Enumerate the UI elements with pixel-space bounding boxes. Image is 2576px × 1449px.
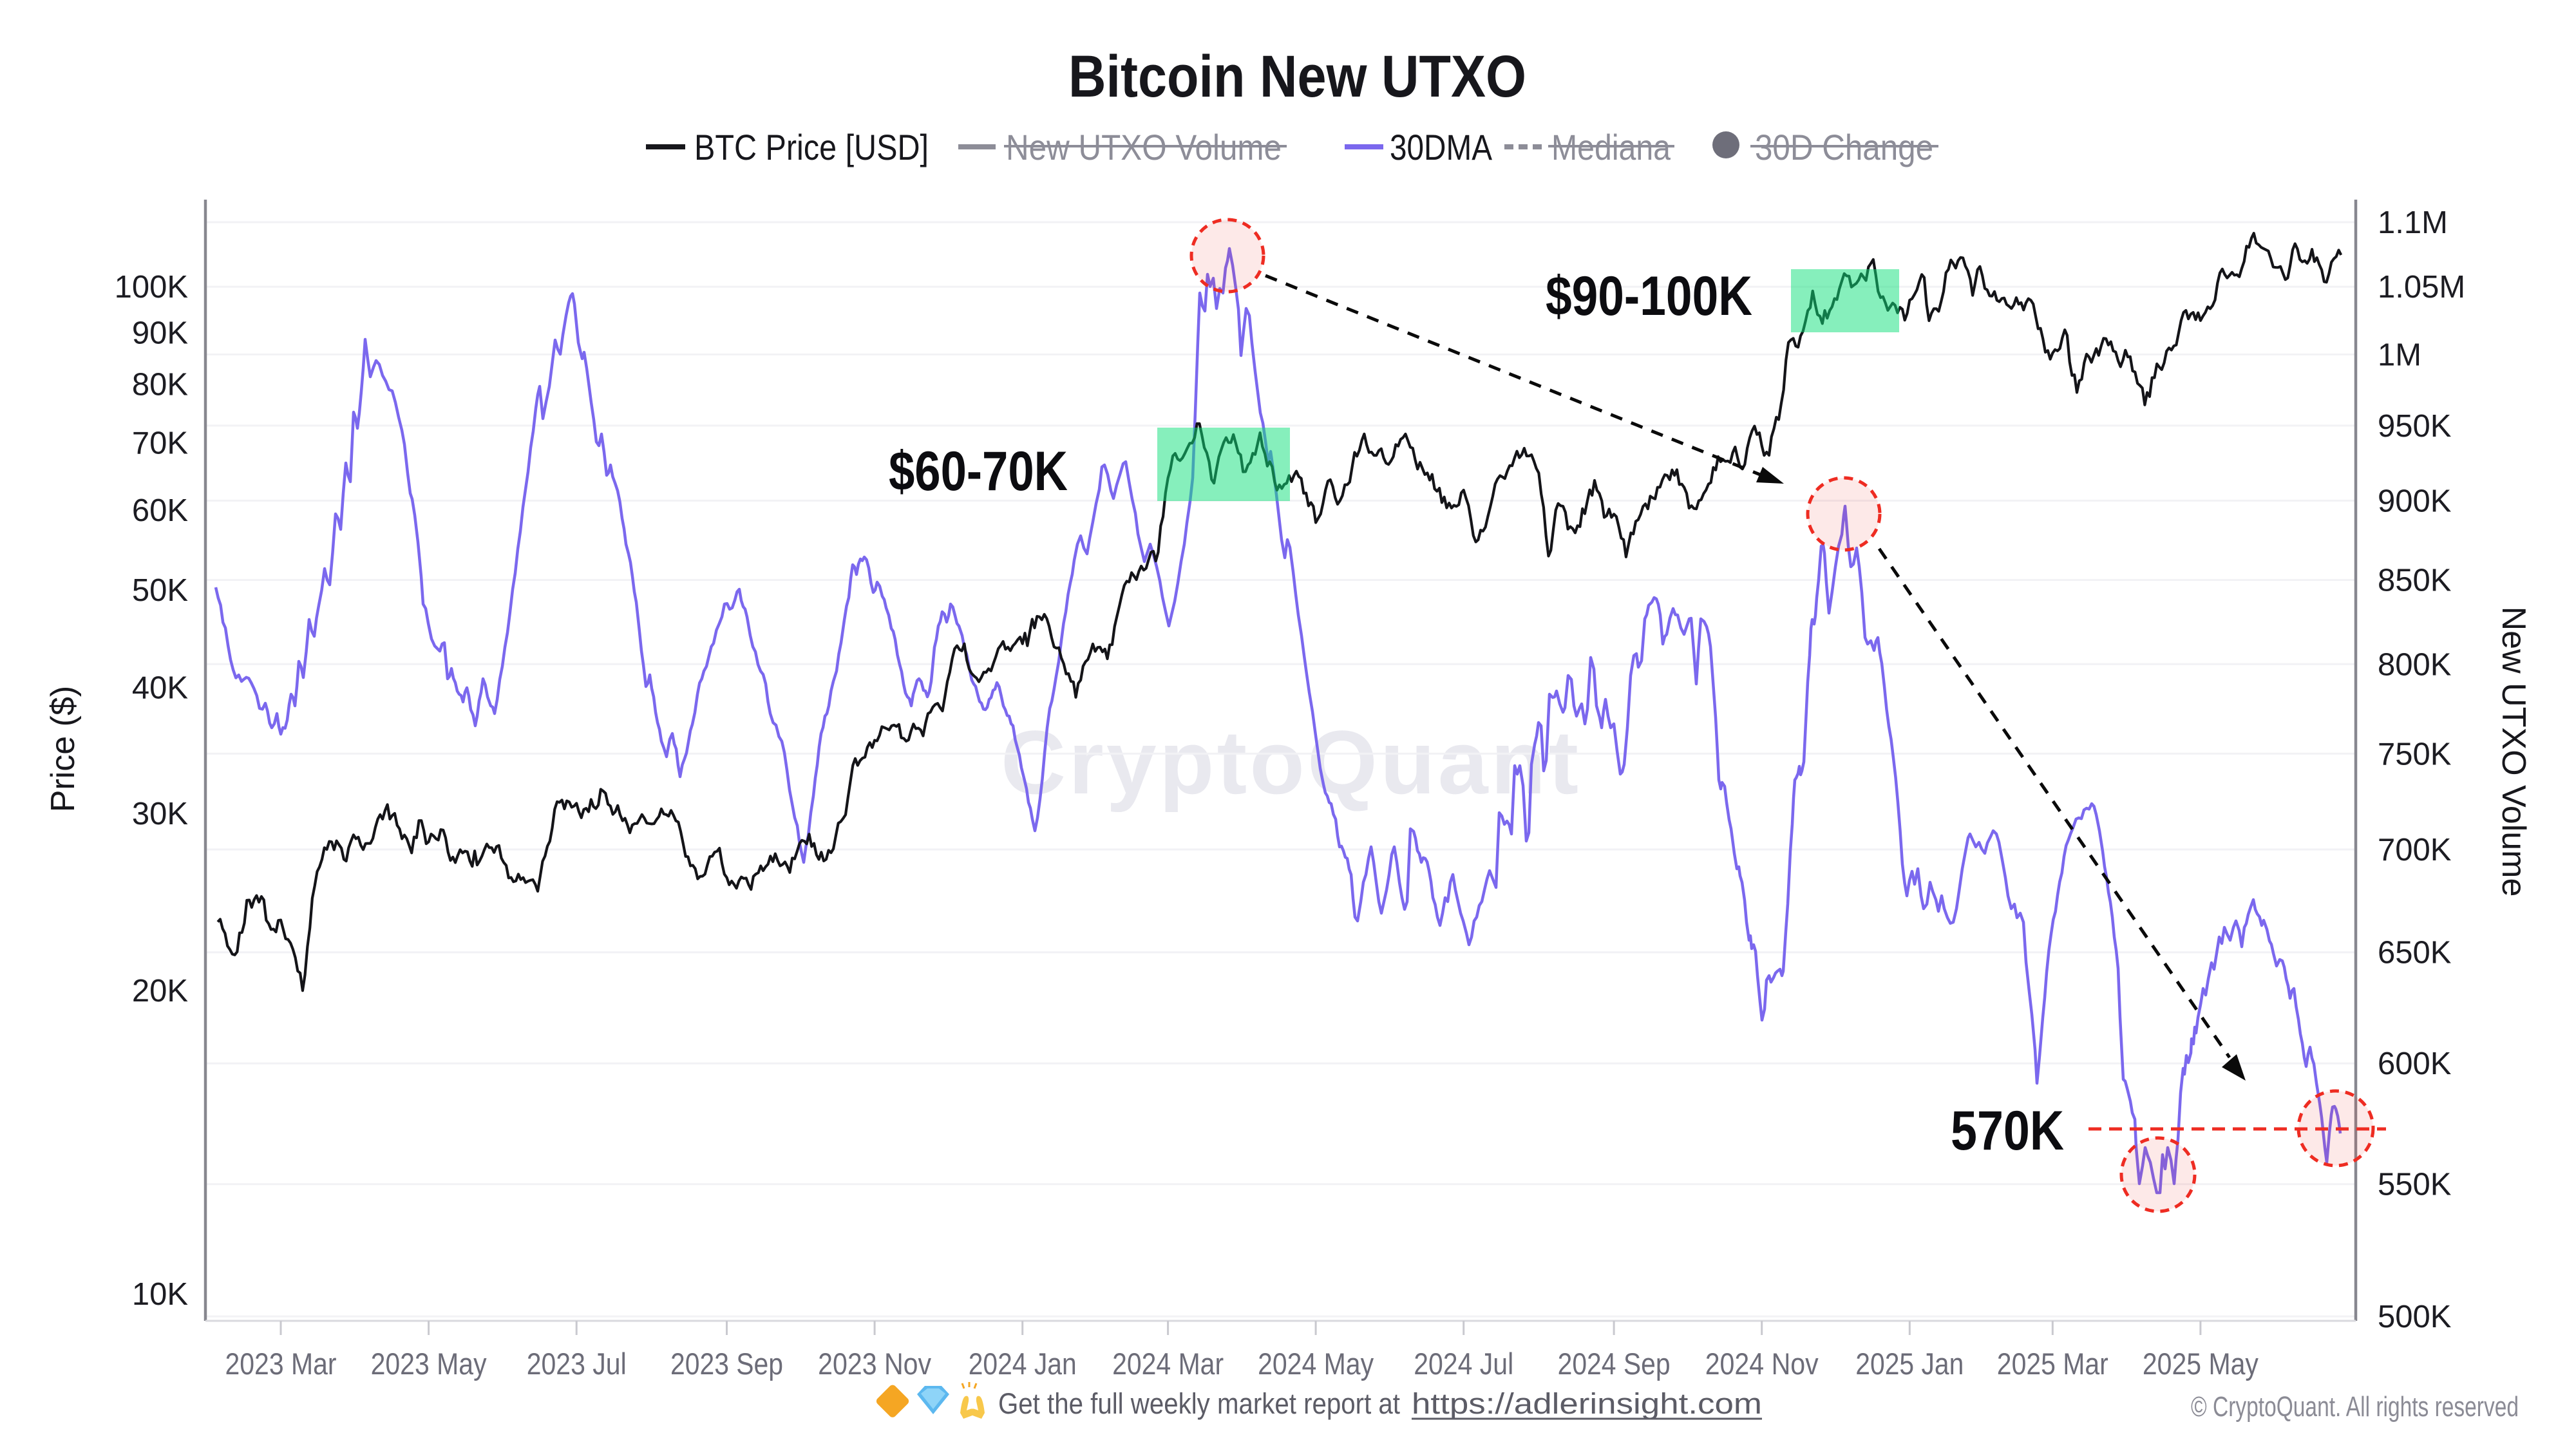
svg-text:2024 Jul: 2024 Jul	[1414, 1347, 1513, 1381]
svg-text:700K: 700K	[2378, 833, 2452, 867]
svg-text:570K: 570K	[1951, 1100, 2064, 1162]
svg-text:1M: 1M	[2378, 337, 2421, 372]
svg-text:40K: 40K	[132, 670, 189, 705]
svg-text:© CryptoQuant. All rights rese: © CryptoQuant. All rights reserved	[2191, 1391, 2519, 1423]
svg-text:2023 May: 2023 May	[371, 1347, 487, 1381]
svg-text:1.05M: 1.05M	[2378, 270, 2465, 305]
svg-text:Price ($): Price ($)	[44, 686, 82, 812]
svg-text:New UTXO Volume: New UTXO Volume	[2495, 607, 2532, 897]
svg-text:2024 Sep: 2024 Sep	[1558, 1347, 1671, 1381]
svg-text:2025 Jan: 2025 Jan	[1855, 1347, 1964, 1381]
svg-text:60K: 60K	[132, 493, 189, 528]
svg-text:2024 Jan: 2024 Jan	[969, 1347, 1077, 1381]
svg-text:2024 Nov: 2024 Nov	[1705, 1347, 1819, 1381]
svg-text:550K: 550K	[2378, 1168, 2452, 1202]
svg-text:800K: 800K	[2378, 647, 2452, 682]
svg-text:https://adlerinsight.com: https://adlerinsight.com	[1412, 1387, 1762, 1420]
svg-text:50K: 50K	[132, 573, 189, 608]
svg-text:100K: 100K	[115, 270, 189, 305]
svg-text:650K: 650K	[2378, 936, 2452, 971]
svg-text:2023 Nov: 2023 Nov	[818, 1347, 931, 1381]
svg-text:30K: 30K	[132, 797, 189, 831]
svg-text:850K: 850K	[2378, 564, 2452, 598]
svg-text:900K: 900K	[2378, 484, 2452, 518]
svg-text:20K: 20K	[132, 974, 189, 1009]
svg-text:2025 Mar: 2025 Mar	[1997, 1347, 2108, 1381]
svg-text:600K: 600K	[2378, 1046, 2452, 1081]
svg-text:2023 Mar: 2023 Mar	[225, 1347, 337, 1381]
svg-text:2025 May: 2025 May	[2143, 1347, 2259, 1381]
svg-text:Bitcoin New UTXO: Bitcoin New UTXO	[1068, 44, 1526, 109]
svg-text:70K: 70K	[132, 426, 189, 460]
svg-text:2024 May: 2024 May	[1258, 1347, 1374, 1381]
svg-text:80K: 80K	[132, 368, 189, 402]
svg-text:10K: 10K	[132, 1277, 189, 1312]
svg-text:2024 Mar: 2024 Mar	[1112, 1347, 1224, 1381]
svg-text:2023 Sep: 2023 Sep	[670, 1347, 783, 1381]
svg-text:950K: 950K	[2378, 409, 2452, 444]
svg-text:CryptoQuant: CryptoQuant	[1001, 712, 1580, 813]
svg-text:$90-100K: $90-100K	[1546, 265, 1752, 327]
svg-text:750K: 750K	[2378, 737, 2452, 772]
svg-text:30DMA: 30DMA	[1390, 127, 1493, 167]
svg-text:1.1M: 1.1M	[2378, 205, 2448, 240]
svg-text:Get the full weekly market rep: Get the full weekly market report at	[998, 1387, 1400, 1420]
svg-text:90K: 90K	[132, 316, 189, 351]
svg-text:$60-70K: $60-70K	[889, 440, 1068, 502]
svg-text:500K: 500K	[2378, 1300, 2452, 1334]
svg-text:2023 Jul: 2023 Jul	[527, 1347, 627, 1381]
svg-text:BTC Price [USD]: BTC Price [USD]	[694, 127, 929, 167]
